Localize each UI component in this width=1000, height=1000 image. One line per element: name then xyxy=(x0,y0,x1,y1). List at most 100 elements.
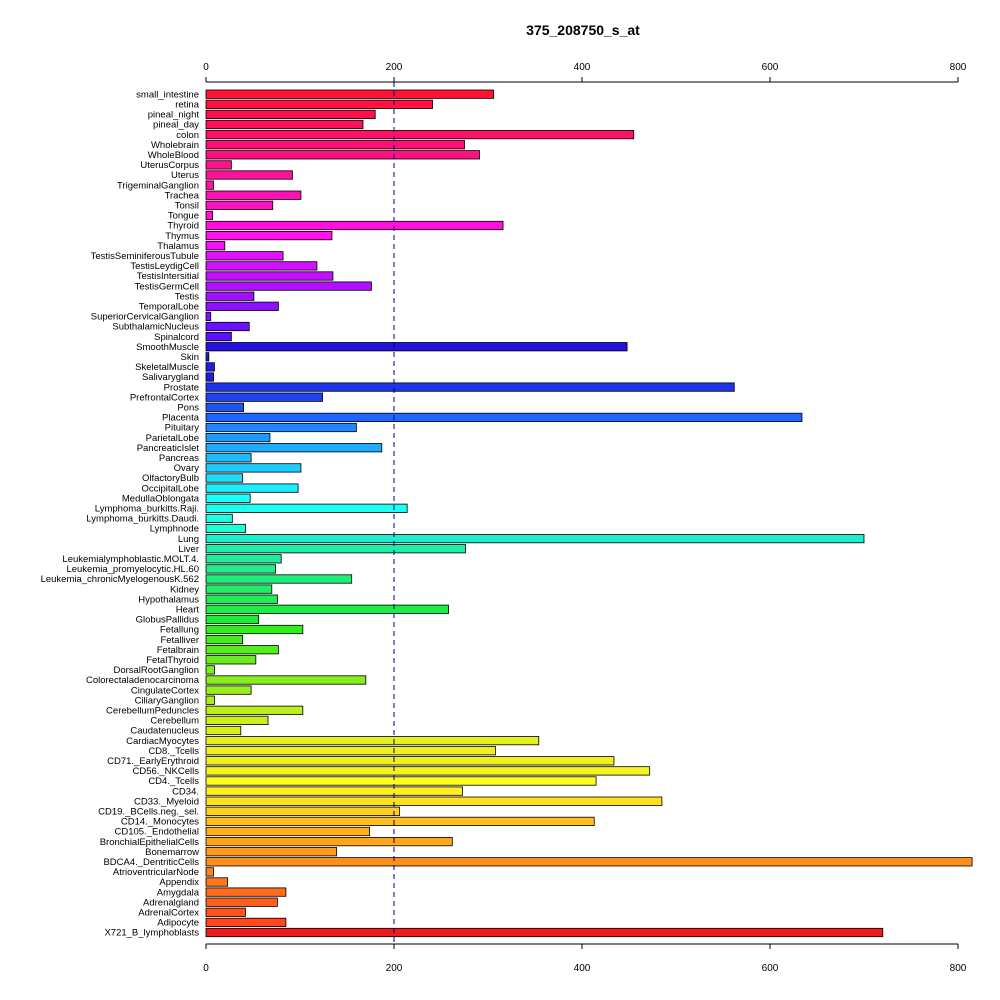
bar xyxy=(205,705,304,715)
category-label: CingulateCortex xyxy=(131,685,199,696)
category-label: Bonemarrow xyxy=(145,847,199,858)
bar xyxy=(205,281,372,291)
category-label: CD8._Tcells xyxy=(148,746,199,757)
bar xyxy=(205,554,282,564)
bar xyxy=(205,412,803,423)
category-label: TemporalLobe xyxy=(139,302,199,313)
category-label: Adipocyte xyxy=(157,918,199,929)
category-label: Kidney xyxy=(170,584,199,595)
top-tick-label: 600 xyxy=(762,62,779,73)
bar xyxy=(205,837,453,847)
bar xyxy=(205,473,244,483)
bar xyxy=(205,877,229,887)
bar xyxy=(205,635,244,645)
bar xyxy=(205,675,367,685)
bar xyxy=(205,725,242,736)
category-label: Trachea xyxy=(165,190,200,201)
category-labels: small_intestineretinapineal_nightpineal_… xyxy=(41,89,200,938)
category-label: OlfactoryBulb xyxy=(142,473,199,484)
bar xyxy=(205,483,299,493)
bar xyxy=(205,301,279,311)
category-label: Colorectaladenocarcinoma xyxy=(86,675,200,686)
bar xyxy=(205,271,334,281)
category-label: CardiacMyocytes xyxy=(126,736,199,747)
bar xyxy=(205,503,408,513)
category-label: Uterus xyxy=(171,170,199,181)
bar xyxy=(205,200,274,210)
bar xyxy=(205,160,232,170)
bar xyxy=(205,907,246,917)
bar xyxy=(205,806,401,816)
category-label: CD56._NKCells xyxy=(132,766,199,777)
bar xyxy=(205,564,276,574)
bar xyxy=(205,574,353,584)
bar xyxy=(205,746,496,756)
category-label: TrigeminalGanglion xyxy=(117,180,199,191)
category-label: SkeletalMuscle xyxy=(135,362,199,373)
category-label: PrefrontalCortex xyxy=(130,392,199,403)
bar xyxy=(205,544,466,554)
category-label: Leukemia_promyelocytic.HL.60 xyxy=(66,564,199,575)
category-label: BronchialEpithelialCells xyxy=(100,837,200,848)
bar xyxy=(205,715,269,726)
category-label: Pituitary xyxy=(165,423,200,434)
category-label: Caudatenucleus xyxy=(130,726,199,737)
category-label: Hypothalamus xyxy=(138,594,199,605)
bar xyxy=(205,190,302,200)
bar xyxy=(205,241,226,251)
bar xyxy=(205,847,338,857)
top-tick-label: 800 xyxy=(950,62,967,73)
bars xyxy=(205,89,973,938)
bar xyxy=(205,816,595,827)
bar xyxy=(205,665,215,675)
bar xyxy=(205,210,213,220)
bar xyxy=(205,321,250,332)
bar xyxy=(205,432,271,443)
category-label: retina xyxy=(175,100,199,111)
bar xyxy=(205,140,465,150)
category-label: CD14._Monocytes xyxy=(121,817,199,828)
category-label: DorsalRootGanglion xyxy=(113,665,199,676)
category-label: Heart xyxy=(176,605,200,616)
bar xyxy=(205,897,278,907)
category-label: Fetalliver xyxy=(160,635,199,646)
category-label: TestisLeydigCell xyxy=(130,261,199,272)
top-tick-label: 0 xyxy=(203,62,209,73)
category-label: Pons xyxy=(177,403,199,414)
bar xyxy=(205,392,323,402)
category-label: Cerebellum xyxy=(150,716,199,727)
category-label: Ovary xyxy=(174,463,200,474)
category-label: PancreaticIslet xyxy=(137,443,200,454)
category-label: CD19._BCells.neg._sel. xyxy=(98,807,199,818)
category-label: Lymphnode xyxy=(150,524,199,535)
bar xyxy=(205,887,287,897)
top-tick-label: 200 xyxy=(386,62,403,73)
category-label: TestisGermCell xyxy=(135,281,199,292)
category-label: Leukemia_chronicMyelogenousK.562 xyxy=(41,574,199,585)
category-label: Liver xyxy=(178,544,199,555)
category-label: pineal_day xyxy=(153,120,199,131)
bar xyxy=(205,534,865,544)
chart-title: 375_208750_s_at xyxy=(526,22,640,38)
bar xyxy=(205,493,251,503)
bar xyxy=(205,826,370,837)
bar xyxy=(205,99,433,109)
bar xyxy=(205,857,973,867)
category-label: Appendix xyxy=(159,877,199,888)
category-label: X721_B_lymphoblasts xyxy=(104,928,199,939)
category-label: Pancreas xyxy=(159,453,199,464)
category-label: CiliaryGanglion xyxy=(135,695,199,706)
bar xyxy=(205,655,257,665)
bar xyxy=(205,230,333,241)
category-label: GlobusPallidus xyxy=(136,615,200,626)
bar xyxy=(205,867,214,877)
category-label: pineal_night xyxy=(148,110,200,121)
top-tick-label: 400 xyxy=(574,62,591,73)
bottom-tick-label: 200 xyxy=(386,963,403,974)
category-label: Wholebrain xyxy=(151,140,199,151)
category-label: Fetalbrain xyxy=(157,645,199,656)
bottom-tick-label: 800 xyxy=(950,963,967,974)
bar xyxy=(205,624,304,635)
bar xyxy=(205,604,449,614)
bar xyxy=(205,736,540,746)
